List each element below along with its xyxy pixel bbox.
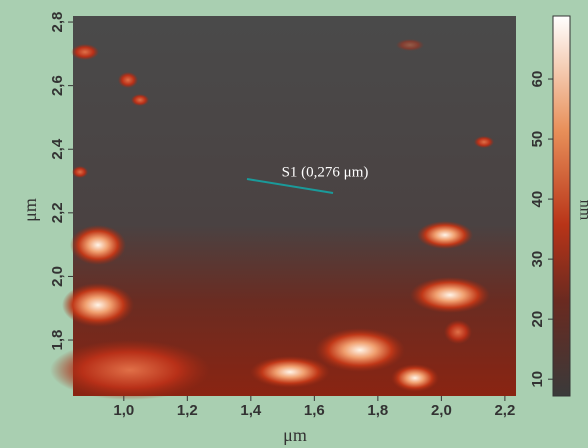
x-tick-label: 1,6: [304, 402, 325, 419]
x-tick-label: 1,0: [113, 402, 134, 419]
y-tick-label: 2,8: [49, 12, 66, 33]
y-tick-label: 2,2: [49, 202, 66, 223]
colorbar-tick-label: 30: [529, 251, 546, 268]
colorbar: [553, 16, 570, 396]
colorbar-tick-label: 40: [529, 191, 546, 208]
annotation: S1 (0,276 μm): [282, 164, 369, 180]
y-tick-label: 1,8: [49, 330, 66, 351]
x-tick-label: 2,2: [494, 402, 515, 419]
y-tick-label: 2,4: [49, 138, 66, 160]
x-tick-label: 1,8: [367, 402, 388, 419]
chart: S1 (0,276 μm) μm μm nm 1,0 1,2 1,4 1,6 1,8 2,…: [0, 0, 588, 448]
colorbar-tick-label: 50: [529, 131, 546, 148]
x-tick-label: 2,0: [431, 402, 452, 419]
colorbar-tick-label: 10: [529, 371, 546, 388]
x-tick-label: 1,2: [177, 402, 198, 419]
y-axis-label: μm: [20, 198, 40, 222]
x-axis-label: μm: [283, 425, 307, 445]
y-tick-label: 2,6: [49, 75, 66, 96]
x-tick-label: 1,4: [240, 402, 262, 419]
afm-image: [50, 16, 516, 400]
colorbar-label: nm: [576, 200, 588, 221]
colorbar-tick-label: 60: [529, 71, 546, 88]
colorbar-tick-label: 20: [529, 311, 546, 328]
y-tick-label: 2,0: [49, 266, 66, 287]
